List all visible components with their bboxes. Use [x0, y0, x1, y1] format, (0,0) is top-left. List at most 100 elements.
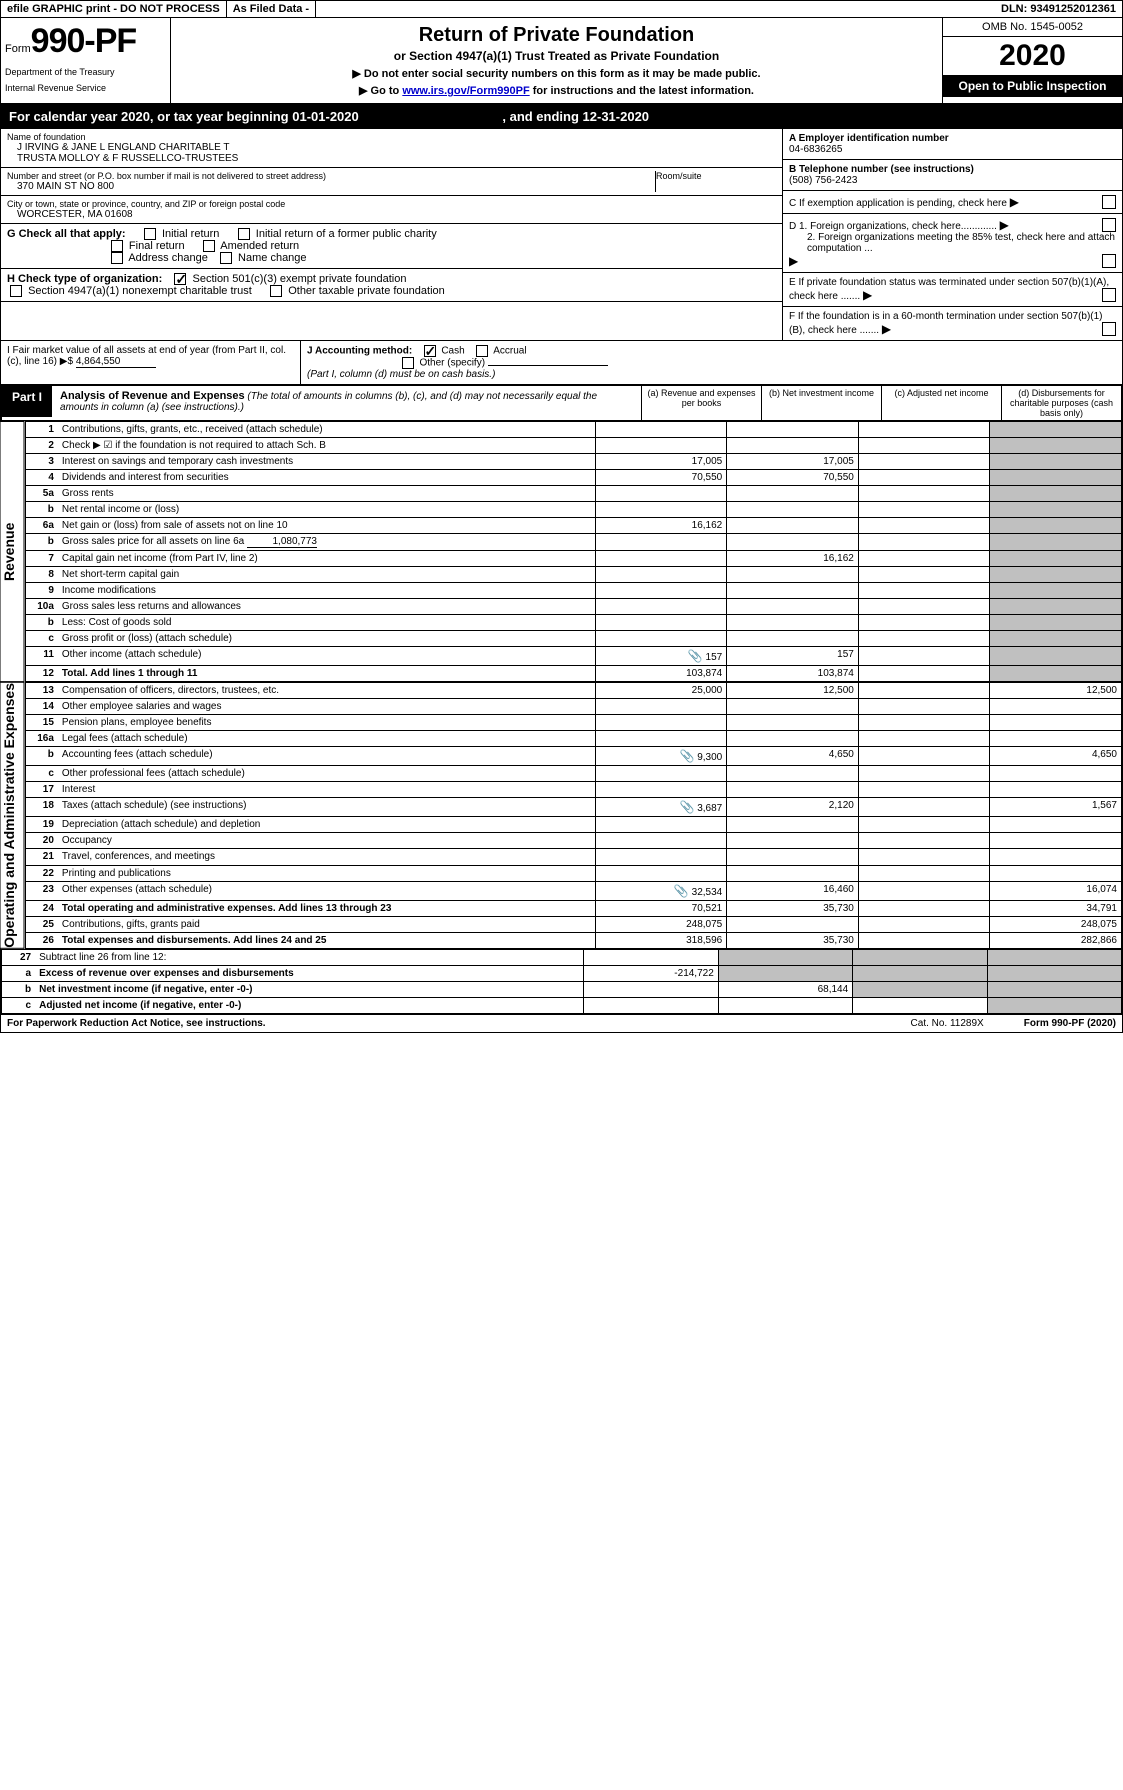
table-row: 14Other employee salaries and wages [25, 699, 1121, 715]
checkbox-d2[interactable] [1102, 254, 1116, 268]
room-label: Room/suite [656, 171, 776, 181]
checkbox-name-change[interactable] [220, 252, 232, 264]
checkbox-address-change[interactable] [111, 252, 123, 264]
tax-year: 2020 [943, 37, 1122, 75]
checkbox-accrual[interactable] [476, 345, 488, 357]
table-row: 27Subtract line 26 from line 12: [2, 949, 1122, 965]
table-row: bNet investment income (if negative, ent… [2, 981, 1122, 997]
identity-section: Name of foundation J IRVING & JANE L ENG… [1, 129, 1122, 341]
checkbox-amended[interactable] [203, 240, 215, 252]
top-bar: efile GRAPHIC print - DO NOT PROCESS As … [1, 1, 1122, 18]
section-d2: 2. Foreign organizations meeting the 85%… [789, 232, 1116, 254]
table-row: 17Interest [25, 782, 1121, 798]
attachment-icon[interactable]: 📎 [679, 749, 694, 763]
telephone-label: B Telephone number (see instructions) [789, 164, 974, 175]
checkbox-d1[interactable] [1102, 218, 1116, 232]
section-e: E If private foundation status was termi… [789, 277, 1109, 302]
col-b-header: (b) Net investment income [762, 386, 882, 421]
table-row: bLess: Cost of goods sold [25, 615, 1121, 631]
table-row: 21Travel, conferences, and meetings [25, 849, 1121, 865]
table-row: 3Interest on savings and temporary cash … [25, 454, 1121, 470]
open-public-badge: Open to Public Inspection [943, 75, 1122, 97]
expenses-side-label: Operating and Administrative Expenses [1, 682, 25, 949]
col-a-header: (a) Revenue and expenses per books [642, 386, 762, 421]
table-row: bNet rental income or (loss) [25, 502, 1121, 518]
table-row: 9Income modifications [25, 583, 1121, 599]
table-row: 6aNet gain or (loss) from sale of assets… [25, 518, 1121, 534]
form-subtitle: or Section 4947(a)(1) Trust Treated as P… [181, 49, 932, 63]
ein-value: 04-6836265 [789, 144, 842, 155]
checkbox-cash[interactable] [424, 345, 436, 357]
irs-link[interactable]: www.irs.gov/Form990PF [402, 85, 529, 97]
table-row: 10aGross sales less returns and allowanc… [25, 599, 1121, 615]
table-row: 5aGross rents [25, 486, 1121, 502]
calendar-year-row: For calendar year 2020, or tax year begi… [1, 105, 1122, 129]
section-h: H Check type of organization: Section 50… [1, 269, 782, 302]
table-row: 16aLegal fees (attach schedule) [25, 731, 1121, 747]
checkbox-4947a1[interactable] [10, 285, 22, 297]
as-filed: As Filed Data - [227, 1, 316, 17]
dept-treasury: Department of the Treasury [5, 67, 166, 77]
checkbox-final-return[interactable] [111, 240, 123, 252]
form-ref: Form 990-PF (2020) [1024, 1018, 1116, 1029]
attachment-icon[interactable]: 📎 [679, 800, 694, 814]
table-row: 19Depreciation (attach schedule) and dep… [25, 817, 1121, 833]
attachment-icon[interactable]: 📎 [688, 649, 703, 663]
table-row: 26Total expenses and disbursements. Add … [25, 932, 1121, 948]
ssn-warning: ▶ Do not enter social security numbers o… [181, 67, 932, 80]
foundation-name-2: TRUSTA MOLLOY & F RUSSELLCO-TRUSTEES [7, 153, 776, 164]
col-c-header: (c) Adjusted net income [882, 386, 1002, 421]
form-title: Return of Private Foundation [181, 24, 932, 47]
checkbox-501c3[interactable] [174, 273, 186, 285]
checkbox-other-taxable[interactable] [270, 285, 282, 297]
efile-notice: efile GRAPHIC print - DO NOT PROCESS [1, 1, 227, 17]
paperwork-notice: For Paperwork Reduction Act Notice, see … [7, 1018, 266, 1029]
fmv-value: 4,864,550 [76, 356, 156, 368]
table-row: bAccounting fees (attach schedule)📎 9,30… [25, 747, 1121, 766]
table-row: 7Capital gain net income (from Part IV, … [25, 551, 1121, 567]
checkbox-initial-return[interactable] [144, 228, 156, 240]
cash-basis-note: (Part I, column (d) must be on cash basi… [307, 369, 495, 380]
foundation-name-1: J IRVING & JANE L ENGLAND CHARITABLE T [7, 142, 776, 153]
table-row: aExcess of revenue over expenses and dis… [2, 965, 1122, 981]
dln: DLN: 93491252012361 [995, 1, 1122, 17]
table-row: 22Printing and publications [25, 865, 1121, 881]
part1-table: Part I Analysis of Revenue and Expenses … [1, 385, 1122, 421]
page-footer: For Paperwork Reduction Act Notice, see … [1, 1014, 1122, 1032]
ein-label: A Employer identification number [789, 133, 949, 144]
city-label: City or town, state or province, country… [7, 199, 776, 209]
attachment-icon[interactable]: 📎 [674, 884, 689, 898]
table-row: 11Other income (attach schedule)📎 157157 [25, 647, 1121, 666]
part1-label: Part I [2, 386, 52, 417]
section-d1: D 1. Foreign organizations, check here..… [789, 221, 997, 232]
cat-number: Cat. No. 11289X [911, 1018, 984, 1029]
table-row: 13Compensation of officers, directors, t… [25, 683, 1121, 699]
section-f: F If the foundation is in a 60-month ter… [789, 311, 1103, 336]
section-g: G Check all that apply: Initial return I… [1, 224, 782, 269]
table-row: 20Occupancy [25, 833, 1121, 849]
table-row: 25Contributions, gifts, grants paid248,0… [25, 916, 1121, 932]
omb-number: OMB No. 1545-0052 [943, 18, 1122, 37]
checkbox-initial-former[interactable] [238, 228, 250, 240]
table-row: 24Total operating and administrative exp… [25, 900, 1121, 916]
table-row: cAdjusted net income (if negative, enter… [2, 997, 1122, 1013]
address-label: Number and street (or P.O. box number if… [7, 171, 655, 181]
checkbox-other-method[interactable] [402, 357, 414, 369]
checkbox-c[interactable] [1102, 195, 1116, 209]
table-row: 12Total. Add lines 1 through 11103,87410… [25, 666, 1121, 682]
table-row: bGross sales price for all assets on lin… [25, 534, 1121, 551]
instructions-line: ▶ Go to www.irs.gov/Form990PF for instru… [181, 84, 932, 97]
col-d-header: (d) Disbursements for charitable purpose… [1002, 386, 1122, 421]
checkbox-f[interactable] [1102, 322, 1116, 336]
name-label: Name of foundation [7, 132, 776, 142]
form-header: Form990-PF Department of the Treasury In… [1, 18, 1122, 105]
street-address: 370 MAIN ST NO 800 [7, 181, 655, 192]
irs-label: Internal Revenue Service [5, 83, 166, 93]
table-row: 2Check ▶ ☑ if the foundation is not requ… [25, 438, 1121, 454]
table-row: 1Contributions, gifts, grants, etc., rec… [25, 422, 1121, 438]
table-row: 23Other expenses (attach schedule)📎 32,5… [25, 881, 1121, 900]
form-990pf-page: efile GRAPHIC print - DO NOT PROCESS As … [0, 0, 1123, 1033]
checkbox-e[interactable] [1102, 288, 1116, 302]
section-c-label: C If exemption application is pending, c… [789, 198, 1007, 209]
table-row: 4Dividends and interest from securities7… [25, 470, 1121, 486]
